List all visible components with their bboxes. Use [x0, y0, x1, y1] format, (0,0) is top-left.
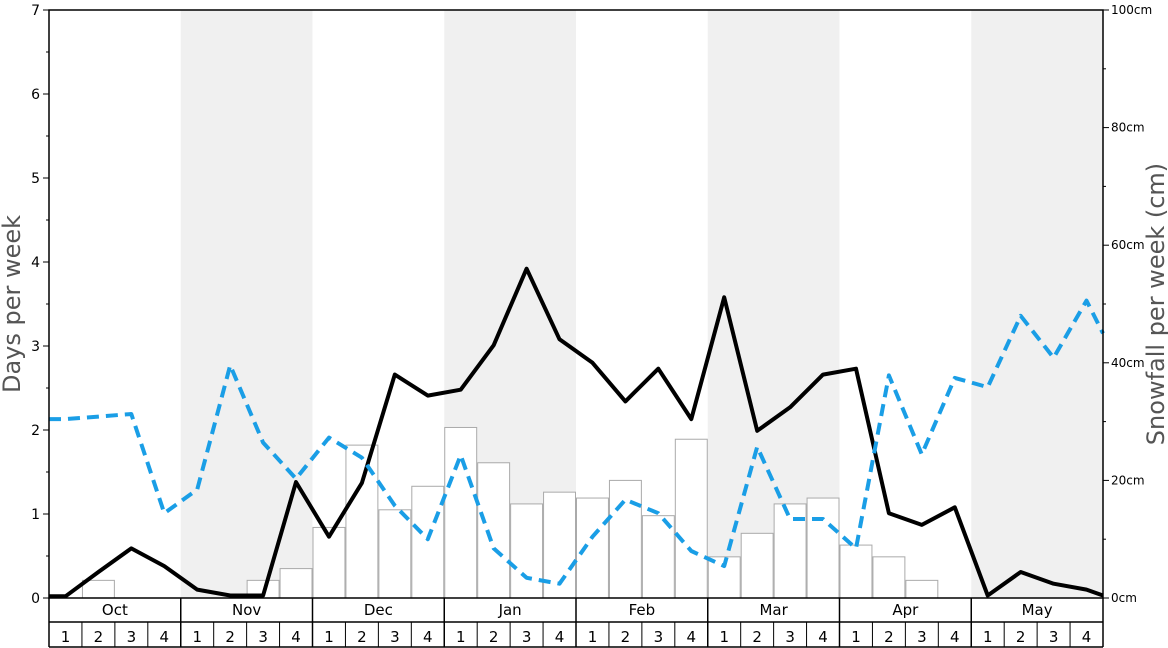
snowfall-bar [839, 544, 873, 599]
week-label: 4 [423, 628, 433, 646]
left-tick-label: 4 [31, 255, 40, 271]
week-label: 2 [357, 628, 367, 646]
right-tick-unit: cm [1126, 238, 1144, 252]
snowfall-bar [345, 444, 379, 599]
month-label: Nov [232, 601, 261, 619]
right-tick-label: 40cm [1111, 356, 1145, 370]
snowfall-bar [477, 462, 511, 599]
week-label: 2 [884, 628, 894, 646]
snowfall-bar [444, 426, 478, 599]
right-tick-label: 0cm [1111, 591, 1137, 605]
week-label: 4 [291, 628, 301, 646]
week-label: 1 [983, 628, 993, 646]
week-label: 3 [390, 628, 400, 646]
right-tick-value: 0 [1111, 591, 1119, 605]
week-label: 4 [160, 628, 170, 646]
week-label: 1 [851, 628, 861, 646]
left-tick-label: 0 [31, 591, 40, 607]
right-tick-unit: cm [1119, 591, 1137, 605]
left-tick-label: 3 [31, 339, 40, 355]
left-tick-label: 6 [31, 87, 40, 103]
week-label: 2 [94, 628, 104, 646]
solid-series-line [49, 266, 1104, 599]
week-label: 3 [785, 628, 795, 646]
snowfall-bar [378, 509, 412, 599]
right-tick-value: 20 [1111, 473, 1126, 487]
right-tick-label: 60cm [1111, 238, 1145, 252]
month-label: Mar [759, 601, 788, 619]
month-label: May [1022, 601, 1053, 619]
week-label: 2 [489, 628, 499, 646]
dashed-series-line [49, 298, 1105, 586]
left-tick-label: 1 [31, 507, 40, 523]
week-label: 3 [258, 628, 268, 646]
week-label: 1 [588, 628, 598, 646]
right-tick-label: 20cm [1111, 473, 1145, 487]
month-label: Jan [498, 601, 522, 619]
month-band [971, 10, 1103, 598]
snowfall-bar [905, 579, 939, 599]
right-tick-label: 80cm [1111, 121, 1145, 135]
month-label: Oct [102, 601, 128, 619]
week-label: 3 [522, 628, 532, 646]
month-band [180, 10, 313, 598]
x-axis: Oct Nov Dec Jan Feb Mar Apr May 1 2 3 4 1 2 3 4 1 2 3 4 1 2 3 4… [48, 598, 1104, 648]
left-tick-label: 5 [31, 171, 40, 187]
week-label: 1 [192, 628, 202, 646]
snowfall-bar [81, 579, 115, 599]
left-axis: 0 1 2 3 4 5 6 7 [31, 3, 49, 607]
snowfall-bar [872, 556, 906, 599]
right-tick-value: 60 [1111, 238, 1126, 252]
week-label: 4 [1082, 628, 1092, 646]
y-axis-right-title: Snowfall per week (cm) [1142, 163, 1168, 445]
month-label: Dec [364, 601, 393, 619]
right-tick-unit: cm [1126, 473, 1144, 487]
week-label: 2 [621, 628, 631, 646]
snowfall-bar [279, 568, 313, 599]
right-tick-value: 40 [1111, 356, 1126, 370]
right-tick-value: 80 [1111, 121, 1126, 135]
snowfall-bar [806, 497, 840, 599]
week-label: 4 [950, 628, 960, 646]
snowfall-bar [674, 438, 708, 599]
right-tick-unit: cm [1134, 3, 1152, 17]
week-label: 3 [1049, 628, 1059, 646]
week-label: 1 [456, 628, 466, 646]
snowfall-bar [608, 479, 642, 599]
y-axis-left-title: Days per week [0, 215, 26, 393]
snowfall-bar [411, 485, 445, 599]
left-tick-label: 7 [31, 3, 40, 19]
left-tick-label: 2 [31, 423, 40, 439]
week-label: 1 [719, 628, 729, 646]
week-label: 4 [687, 628, 697, 646]
right-tick-label: 100cm [1111, 3, 1152, 17]
right-tick-unit: cm [1126, 356, 1144, 370]
snowfall-bar [510, 503, 544, 599]
snowfall-bar [641, 515, 675, 599]
snowfall-bar [576, 497, 609, 599]
week-label: 3 [654, 628, 664, 646]
week-label: 1 [61, 628, 71, 646]
week-label: 2 [752, 628, 762, 646]
snowfall-bar [312, 526, 346, 599]
month-label: Apr [892, 601, 919, 619]
right-tick-unit: cm [1126, 121, 1144, 135]
right-tick-value: 100 [1111, 3, 1134, 17]
week-label: 2 [225, 628, 235, 646]
week-label: 2 [1016, 628, 1026, 646]
week-label: 4 [818, 628, 828, 646]
week-label: 3 [917, 628, 927, 646]
snowfall-bar [740, 532, 774, 599]
week-label: 1 [324, 628, 334, 646]
week-label: 3 [127, 628, 137, 646]
week-label: 4 [555, 628, 565, 646]
month-label: Feb [629, 601, 656, 619]
chart-lines [49, 266, 1105, 599]
